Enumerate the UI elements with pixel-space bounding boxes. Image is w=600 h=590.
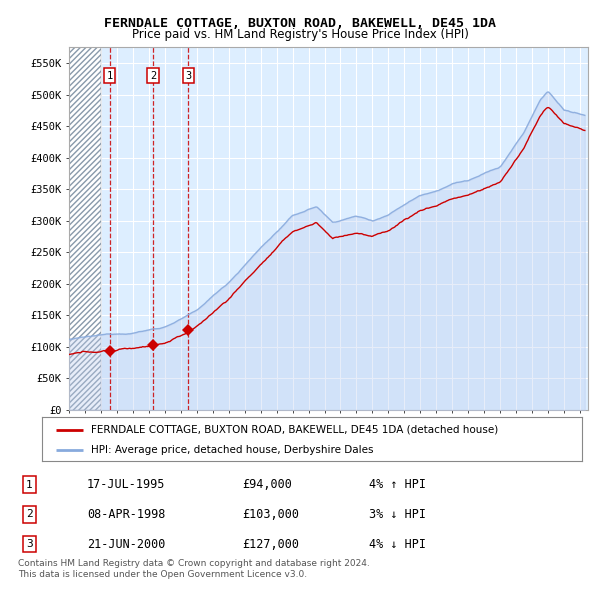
- Text: 1: 1: [106, 71, 113, 81]
- Text: £94,000: £94,000: [242, 478, 292, 491]
- Text: £127,000: £127,000: [242, 537, 299, 550]
- Text: 4% ↓ HPI: 4% ↓ HPI: [369, 537, 426, 550]
- Text: Price paid vs. HM Land Registry's House Price Index (HPI): Price paid vs. HM Land Registry's House …: [131, 28, 469, 41]
- Text: £103,000: £103,000: [242, 508, 299, 521]
- Bar: [69, 47, 101, 410]
- Text: 21-JUN-2000: 21-JUN-2000: [87, 537, 165, 550]
- Text: FERNDALE COTTAGE, BUXTON ROAD, BAKEWELL, DE45 1DA: FERNDALE COTTAGE, BUXTON ROAD, BAKEWELL,…: [104, 17, 496, 30]
- Text: 3: 3: [185, 71, 191, 81]
- Text: 08-APR-1998: 08-APR-1998: [87, 508, 165, 521]
- Text: 3% ↓ HPI: 3% ↓ HPI: [369, 508, 426, 521]
- Text: Contains HM Land Registry data © Crown copyright and database right 2024.
This d: Contains HM Land Registry data © Crown c…: [18, 559, 370, 579]
- Text: 17-JUL-1995: 17-JUL-1995: [87, 478, 165, 491]
- Text: 2: 2: [26, 509, 32, 519]
- Text: 2: 2: [150, 71, 156, 81]
- Text: FERNDALE COTTAGE, BUXTON ROAD, BAKEWELL, DE45 1DA (detached house): FERNDALE COTTAGE, BUXTON ROAD, BAKEWELL,…: [91, 425, 498, 434]
- Text: HPI: Average price, detached house, Derbyshire Dales: HPI: Average price, detached house, Derb…: [91, 445, 373, 455]
- Text: 1: 1: [26, 480, 32, 490]
- Bar: [69, 47, 101, 410]
- Text: 4% ↑ HPI: 4% ↑ HPI: [369, 478, 426, 491]
- Text: 3: 3: [26, 539, 32, 549]
